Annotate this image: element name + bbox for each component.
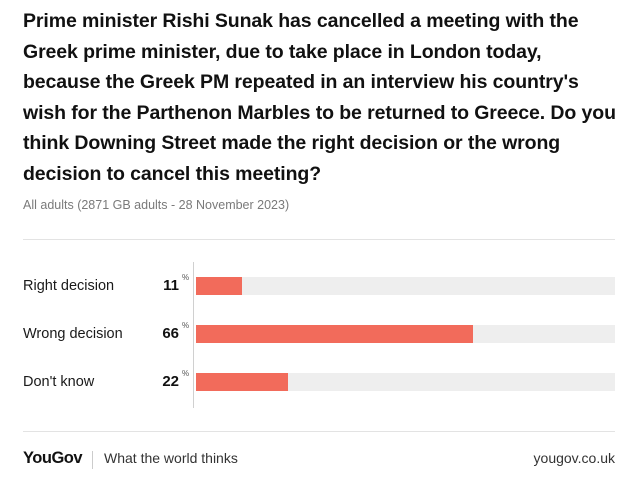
bar-track <box>196 277 615 295</box>
bar-track <box>196 325 615 343</box>
bar-track <box>196 373 615 391</box>
bottom-divider <box>23 431 615 432</box>
category-label: Wrong decision <box>23 326 123 342</box>
chart-row: Don't know 22 % <box>0 369 637 392</box>
value-label: 66 <box>162 325 179 342</box>
chart-row: Right decision 11 % <box>0 273 637 296</box>
chart-axis-line <box>193 262 194 408</box>
yougov-logo[interactable]: YouGov <box>23 449 83 467</box>
chart-row: Wrong decision 66 % <box>0 321 637 344</box>
footer-separator <box>92 451 93 469</box>
percent-sign: % <box>182 321 190 330</box>
bar <box>196 373 289 391</box>
category-label: Right decision <box>23 278 115 294</box>
bar <box>196 277 243 295</box>
footer-tagline: What the world thinks <box>104 450 238 466</box>
category-label: Don't know <box>23 374 95 390</box>
percent-sign: % <box>182 273 190 282</box>
value-label: 22 <box>162 373 179 390</box>
question-title: Prime minister Rishi Sunak has cancelled… <box>23 10 616 185</box>
top-divider <box>23 239 615 240</box>
percent-sign: % <box>182 369 190 378</box>
bar <box>196 325 473 343</box>
sample-subtitle: All adults (2871 GB adults - 28 November… <box>23 198 290 212</box>
footer-url-link[interactable]: yougov.co.uk <box>533 450 615 466</box>
value-label: 11 <box>163 277 179 294</box>
